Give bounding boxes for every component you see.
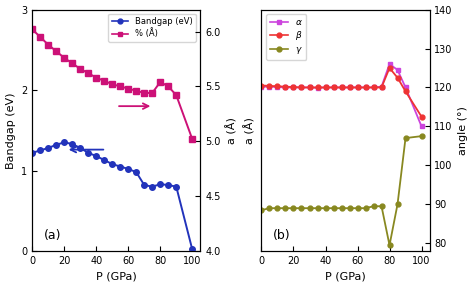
$\gamma$ bbox=[315, 206, 320, 210]
$\beta$ bbox=[331, 86, 337, 89]
$\gamma$ bbox=[355, 206, 360, 210]
$\beta$ bbox=[259, 84, 264, 87]
$\alpha$ bbox=[346, 86, 352, 89]
$\beta$ bbox=[419, 115, 424, 118]
$\beta$ bbox=[283, 85, 288, 88]
$\beta$ bbox=[307, 86, 312, 89]
$\alpha$ bbox=[323, 86, 328, 89]
$\beta$ bbox=[315, 86, 320, 89]
$\alpha$ bbox=[355, 86, 360, 89]
$\gamma$ bbox=[387, 243, 392, 247]
$\beta$ bbox=[379, 86, 384, 89]
Legend: Bandgap (eV), % (Å): Bandgap (eV), % (Å) bbox=[109, 14, 196, 42]
$\alpha$ bbox=[403, 86, 409, 89]
$\gamma$ bbox=[403, 136, 409, 140]
$\alpha$ bbox=[267, 85, 273, 88]
$\gamma$ bbox=[299, 206, 304, 210]
$\alpha$ bbox=[315, 86, 320, 90]
Line: $\beta$: $\beta$ bbox=[259, 65, 424, 119]
$\beta$ bbox=[403, 90, 409, 93]
Legend: $\alpha$, $\beta$, $\gamma$: $\alpha$, $\beta$, $\gamma$ bbox=[266, 14, 306, 60]
$\gamma$ bbox=[395, 203, 401, 206]
$\beta$ bbox=[355, 86, 360, 89]
$\gamma$ bbox=[371, 205, 376, 208]
$\gamma$ bbox=[291, 206, 296, 210]
$\beta$ bbox=[395, 76, 401, 79]
$\gamma$ bbox=[363, 206, 368, 210]
$\alpha$ bbox=[299, 86, 304, 89]
$\alpha$ bbox=[331, 86, 337, 89]
Line: $\alpha$: $\alpha$ bbox=[259, 62, 424, 129]
$\alpha$ bbox=[387, 62, 392, 66]
$\alpha$ bbox=[395, 68, 401, 72]
$\gamma$ bbox=[267, 206, 273, 210]
$\alpha$ bbox=[274, 85, 280, 89]
$\gamma$ bbox=[259, 208, 264, 212]
Text: (a): (a) bbox=[44, 229, 62, 242]
Line: $\gamma$: $\gamma$ bbox=[259, 134, 424, 248]
$\beta$ bbox=[338, 86, 344, 89]
$\alpha$ bbox=[371, 86, 376, 89]
$\gamma$ bbox=[338, 206, 344, 210]
$\beta$ bbox=[363, 86, 368, 89]
$\beta$ bbox=[291, 85, 296, 89]
$\alpha$ bbox=[363, 86, 368, 89]
Y-axis label: a (Å): a (Å) bbox=[226, 117, 237, 144]
$\gamma$ bbox=[346, 206, 352, 210]
X-axis label: P (GPa): P (GPa) bbox=[325, 272, 366, 282]
$\gamma$ bbox=[379, 205, 384, 208]
$\gamma$ bbox=[307, 206, 312, 210]
$\alpha$ bbox=[283, 86, 288, 89]
$\gamma$ bbox=[274, 206, 280, 210]
$\alpha$ bbox=[419, 125, 424, 128]
$\beta$ bbox=[387, 66, 392, 70]
$\beta$ bbox=[267, 84, 273, 88]
Y-axis label: Bandgap (eV): Bandgap (eV) bbox=[6, 92, 16, 168]
$\beta$ bbox=[371, 86, 376, 89]
Text: (b): (b) bbox=[273, 229, 291, 242]
$\alpha$ bbox=[291, 86, 296, 89]
$\alpha$ bbox=[259, 85, 264, 88]
$\gamma$ bbox=[323, 206, 328, 210]
$\beta$ bbox=[299, 86, 304, 89]
$\beta$ bbox=[274, 85, 280, 88]
$\gamma$ bbox=[331, 206, 337, 210]
$\alpha$ bbox=[379, 85, 384, 88]
$\beta$ bbox=[346, 86, 352, 89]
$\alpha$ bbox=[307, 86, 312, 89]
$\gamma$ bbox=[419, 134, 424, 138]
$\alpha$ bbox=[338, 86, 344, 89]
$\beta$ bbox=[323, 86, 328, 89]
X-axis label: P (GPa): P (GPa) bbox=[96, 272, 137, 282]
Y-axis label: a (Å): a (Å) bbox=[245, 117, 256, 144]
$\gamma$ bbox=[283, 206, 288, 210]
Y-axis label: angle (°): angle (°) bbox=[458, 106, 468, 155]
